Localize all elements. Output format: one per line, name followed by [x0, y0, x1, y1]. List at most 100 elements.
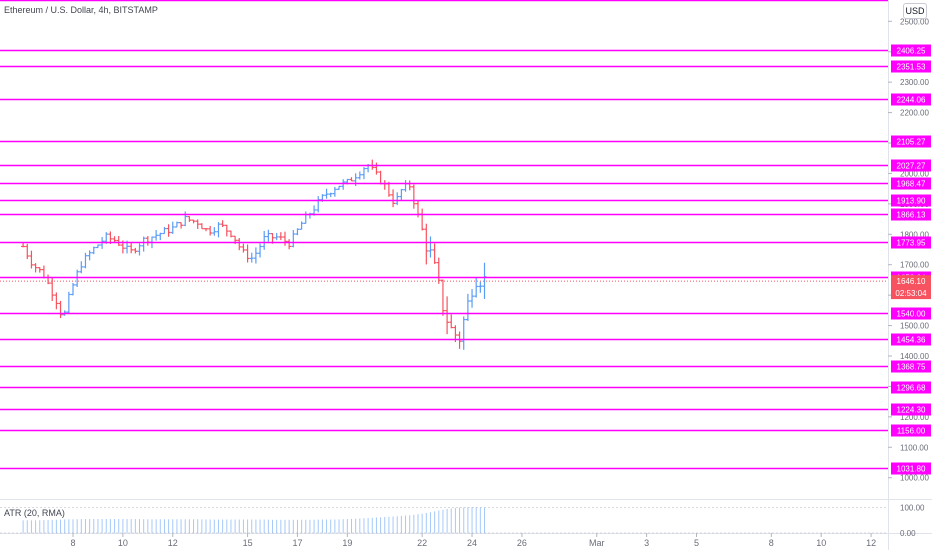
- level-label-box: [891, 236, 931, 249]
- ohlc-bar: [170, 221, 175, 234]
- ohlc-bar: [258, 243, 263, 258]
- ohlc-bar: [424, 223, 429, 265]
- time-axis: 8 10 12 15 17 19 22 24 26 Mar 3 5 8 10 12: [70, 533, 876, 548]
- ohlc-bar: [465, 293, 470, 321]
- ohlc-bar: [75, 269, 80, 288]
- price-tick-label: 2200.00: [900, 109, 929, 118]
- last-price-box: [891, 275, 931, 300]
- ohlc-bar: [432, 243, 437, 264]
- time-tick-label: 15: [243, 538, 253, 548]
- time-tick-label: 10: [816, 538, 826, 548]
- ohlc-bar: [328, 192, 333, 198]
- ohlc-bar: [133, 247, 138, 254]
- price-tick-label: 1800.00: [900, 230, 929, 239]
- ohlc-bar: [212, 227, 217, 236]
- price-tick-label: 1700.00: [900, 261, 929, 270]
- level-label-box: [891, 159, 931, 172]
- price-tick-label: 1400.00: [900, 352, 929, 361]
- ohlc-bar: [41, 265, 46, 279]
- time-tick-label: 10: [118, 538, 128, 548]
- price-tick-label: 1000.00: [900, 474, 929, 483]
- time-tick-label: 24: [467, 538, 477, 548]
- ohlc-bar: [341, 179, 346, 190]
- ohlc-bar: [278, 232, 283, 241]
- currency-badge[interactable]: USD: [903, 3, 927, 19]
- ohlc-bar: [349, 177, 354, 182]
- level-label-box: [891, 208, 931, 221]
- level-label: 2351.53: [897, 63, 926, 72]
- level-label: 2105.27: [897, 138, 926, 147]
- ohlc-bar: [195, 219, 200, 229]
- ohlc-bar: [399, 188, 404, 201]
- ohlc-bar: [199, 223, 204, 230]
- level-label: 2027.27: [897, 162, 926, 171]
- time-tick-label: 26: [517, 538, 527, 548]
- ohlc-bar: [307, 212, 312, 219]
- level-label: 1296.68: [897, 384, 926, 393]
- ohlc-bar: [58, 300, 63, 319]
- level-label-box: [891, 307, 931, 320]
- level-label: 1540.00: [897, 310, 926, 319]
- ohlc-bar: [228, 230, 233, 238]
- ohlc-bar: [282, 231, 287, 246]
- ohlc-bar: [395, 192, 400, 206]
- ohlc-bar: [166, 224, 171, 237]
- level-label-box: [891, 333, 931, 346]
- price-tick-label: 2300.00: [900, 78, 929, 87]
- atr-tick-label: 100.00: [900, 504, 925, 513]
- time-tick-label: 17: [292, 538, 302, 548]
- ohlc-bar: [54, 292, 59, 310]
- ohlc-bar: [370, 159, 375, 170]
- ohlc-bar: [191, 219, 196, 224]
- ohlc-bar: [158, 232, 163, 241]
- level-label: 1156.00: [897, 427, 926, 436]
- ohlc-bar: [204, 228, 209, 232]
- level-label-box: [891, 177, 931, 190]
- price-tick-label: 2000.00: [900, 169, 929, 178]
- ohlc-bar: [332, 186, 337, 197]
- level-label-box: [891, 381, 931, 394]
- ohlc-bar: [449, 314, 454, 329]
- price-tick-label: 2500.00: [900, 17, 929, 26]
- atr-indicator-label[interactable]: ATR (20, RMA): [4, 508, 65, 518]
- ohlc-bar: [303, 211, 308, 224]
- level-label-box: [891, 194, 931, 207]
- ohlc-bar: [87, 250, 92, 261]
- ohlc-bar: [440, 279, 445, 316]
- ohlc-bar: [66, 291, 71, 314]
- ohlc-bar: [46, 274, 51, 285]
- ohlc-bar: [287, 239, 292, 250]
- level-label: 1368.75: [897, 363, 926, 372]
- time-tick-label: 22: [417, 538, 427, 548]
- ohlc-bar: [21, 243, 26, 248]
- ohlc-bar: [33, 263, 38, 273]
- ohlc-bar: [237, 238, 242, 251]
- ohlc-bar: [91, 246, 96, 255]
- time-tick-label: 3: [644, 538, 649, 548]
- time-tick-label: 12: [866, 538, 876, 548]
- level-label-box: [891, 424, 931, 437]
- ohlc-bar: [470, 289, 475, 308]
- level-label: 1454.36: [897, 336, 926, 345]
- ohlc-bars: [21, 159, 487, 350]
- ohlc-bar: [291, 229, 296, 248]
- ohlc-bar: [183, 211, 188, 227]
- time-tick-label: Mar: [589, 538, 605, 548]
- support-resistance-levels: 2406.25 2351.53 2244.06 2105.27 2027.27 1968.…: [0, 0, 931, 475]
- ohlc-bar: [83, 252, 88, 269]
- ohlc-bar: [428, 236, 433, 258]
- ohlc-bar: [374, 162, 379, 175]
- ohlc-bar: [241, 243, 246, 253]
- time-tick-label: 12: [168, 538, 178, 548]
- time-tick-label: 19: [342, 538, 352, 548]
- ohlc-bar: [245, 244, 250, 263]
- level-label: 1224.30: [897, 406, 926, 415]
- ohlc-bar: [407, 180, 412, 191]
- ohlc-bar: [112, 236, 117, 243]
- ohlc-bar: [478, 281, 483, 293]
- time-tick-label: 8: [70, 538, 75, 548]
- ohlc-bar: [50, 277, 55, 302]
- ohlc-bar: [316, 196, 321, 213]
- level-label-box: [891, 44, 931, 57]
